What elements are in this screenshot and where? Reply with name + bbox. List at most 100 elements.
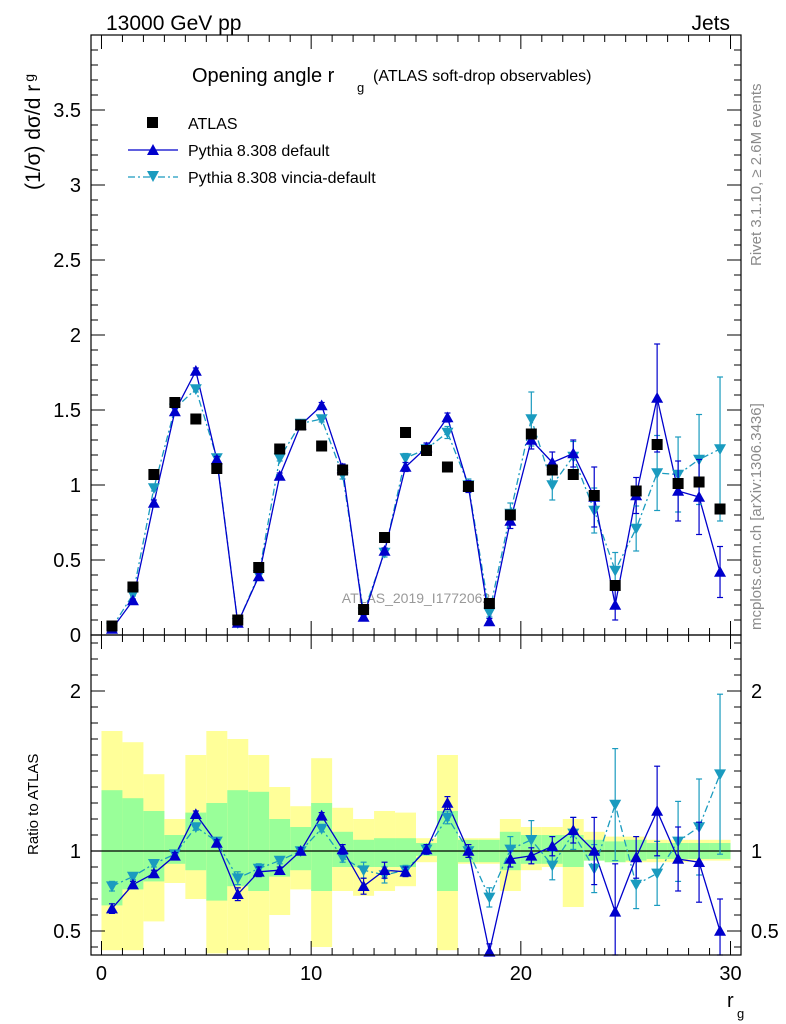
point-vincia-8 xyxy=(273,453,286,464)
point-vincia-24 xyxy=(609,565,622,577)
x-tick-label-0: 0 xyxy=(96,963,107,985)
band-inner-14 xyxy=(395,838,416,867)
point-default-27 xyxy=(672,485,685,496)
band-inner-12 xyxy=(353,839,375,867)
chart-title-note: (ATLAS soft-drop observables) xyxy=(373,68,591,85)
ratio-point-vincia-12 xyxy=(357,865,370,877)
point-atlas-9 xyxy=(295,419,307,431)
ratio-point-vincia-20 xyxy=(525,835,538,846)
process-label: Jets xyxy=(691,12,730,35)
band-inner-4 xyxy=(185,812,207,871)
point-atlas-27 xyxy=(672,478,684,489)
y-tick-label-ratio-right-2: 2 xyxy=(751,681,762,703)
y-tick-label-main-3: 1.5 xyxy=(53,400,81,422)
point-vincia-14 xyxy=(399,453,412,464)
chart-title-text: Opening angle r xyxy=(192,65,335,87)
point-atlas-22 xyxy=(567,469,579,480)
point-default-29 xyxy=(714,566,727,577)
y-tick-label-main-0: 0 xyxy=(70,625,81,647)
point-atlas-17 xyxy=(462,481,474,492)
y-tick-label-ratio-right-0: 0.5 xyxy=(751,921,779,943)
point-default-13 xyxy=(378,545,391,556)
x-axis-label-text: r xyxy=(727,990,734,1012)
point-vincia-16 xyxy=(441,427,454,439)
point-default-4 xyxy=(189,365,202,376)
point-atlas-23 xyxy=(588,490,600,501)
point-default-22 xyxy=(567,447,580,459)
svg-text:(1/σ) dσ/d rg: (1/σ) dσ/d r g xyxy=(21,74,45,190)
point-atlas-10 xyxy=(316,440,328,452)
point-vincia-29 xyxy=(714,444,727,455)
point-default-16 xyxy=(441,411,454,423)
point-atlas-24 xyxy=(609,580,621,591)
energy-label: 13000 GeV pp xyxy=(106,12,241,35)
point-atlas-13 xyxy=(379,532,391,543)
point-atlas-16 xyxy=(441,461,453,473)
y-tick-label-main-1: 0.5 xyxy=(53,550,81,572)
ratio-point-default-11 xyxy=(336,843,349,855)
main-y-axis-label-sub: g xyxy=(21,74,37,82)
y-tick-label-ratio-left-2: 2 xyxy=(70,681,81,703)
ratio-point-default-3 xyxy=(168,849,181,861)
legend-marker-default xyxy=(147,144,159,155)
ratio-point-vincia-26 xyxy=(651,868,664,880)
ratio-point-vincia-0 xyxy=(105,881,118,893)
x-tick-label-3: 30 xyxy=(719,963,741,985)
ratio-point-default-19 xyxy=(504,853,517,864)
point-atlas-12 xyxy=(358,604,370,615)
ratio-point-default-4 xyxy=(189,808,202,819)
point-atlas-3 xyxy=(169,397,181,408)
ratio-point-vincia-1 xyxy=(126,871,139,883)
ratio-point-vincia-29 xyxy=(714,769,727,781)
rivet-info: Rivet 3.1.10, ≥ 2.6M events xyxy=(748,84,765,267)
point-atlas-0 xyxy=(106,620,118,632)
point-atlas-19 xyxy=(504,509,516,521)
point-atlas-4 xyxy=(190,413,202,425)
ratio-uncertainty-bands xyxy=(91,731,741,954)
ratio-point-default-22 xyxy=(567,824,580,835)
ratio-point-default-7 xyxy=(252,865,265,877)
main-y-axis-label: (1/σ) dσ/d r g xyxy=(21,74,45,190)
x-tick-label-1: 10 xyxy=(300,963,322,985)
point-default-28 xyxy=(693,491,706,502)
y-tick-label-ratio-left-1: 1 xyxy=(70,841,81,863)
ratio-point-default-28 xyxy=(693,856,706,867)
x-tick-label-2: 20 xyxy=(510,963,532,985)
ratio-point-default-25 xyxy=(630,851,643,863)
ratio-point-vincia-24 xyxy=(609,799,622,811)
ratio-point-vincia-25 xyxy=(630,879,643,891)
band-inner-5 xyxy=(206,803,228,901)
ratio-point-default-12 xyxy=(357,880,370,891)
ratio-point-default-13 xyxy=(378,864,391,875)
point-default-12 xyxy=(357,611,370,622)
point-atlas-14 xyxy=(400,427,412,438)
ratio-point-vincia-10 xyxy=(315,823,328,835)
legend: ATLAS Pythia 8.308 default Pythia 8.308 … xyxy=(128,116,376,187)
chart-title-sub: g xyxy=(357,80,364,95)
point-vincia-2 xyxy=(147,483,160,494)
point-default-26 xyxy=(651,392,664,403)
y-tick-label-main-2: 1 xyxy=(70,475,81,497)
point-atlas-21 xyxy=(546,464,558,476)
y-tick-label-ratio-right-1: 1 xyxy=(751,841,762,863)
ratio-point-default-2 xyxy=(147,867,160,879)
band-inner-2 xyxy=(143,811,165,882)
y-tick-label-main-6: 3 xyxy=(70,175,81,197)
ratio-point-vincia-19 xyxy=(504,844,517,856)
point-atlas-1 xyxy=(127,581,139,593)
point-atlas-8 xyxy=(274,443,286,455)
point-default-18 xyxy=(483,615,496,627)
point-atlas-25 xyxy=(630,485,642,497)
legend-label-vincia: Pythia 8.308 vincia-default xyxy=(188,170,376,187)
ratio-point-default-21 xyxy=(546,840,559,851)
point-vincia-18 xyxy=(483,607,496,619)
point-atlas-29 xyxy=(714,503,726,515)
ratio-panel-series xyxy=(105,693,727,957)
point-default-14 xyxy=(399,461,412,472)
y-tick-label-main-4: 2 xyxy=(70,325,81,347)
ratio-point-default-8 xyxy=(273,864,286,875)
ratio-point-default-1 xyxy=(126,878,139,890)
y-tick-label-main-7: 3.5 xyxy=(53,100,81,122)
point-atlas-11 xyxy=(337,464,349,476)
ratio-point-default-0 xyxy=(105,902,118,914)
